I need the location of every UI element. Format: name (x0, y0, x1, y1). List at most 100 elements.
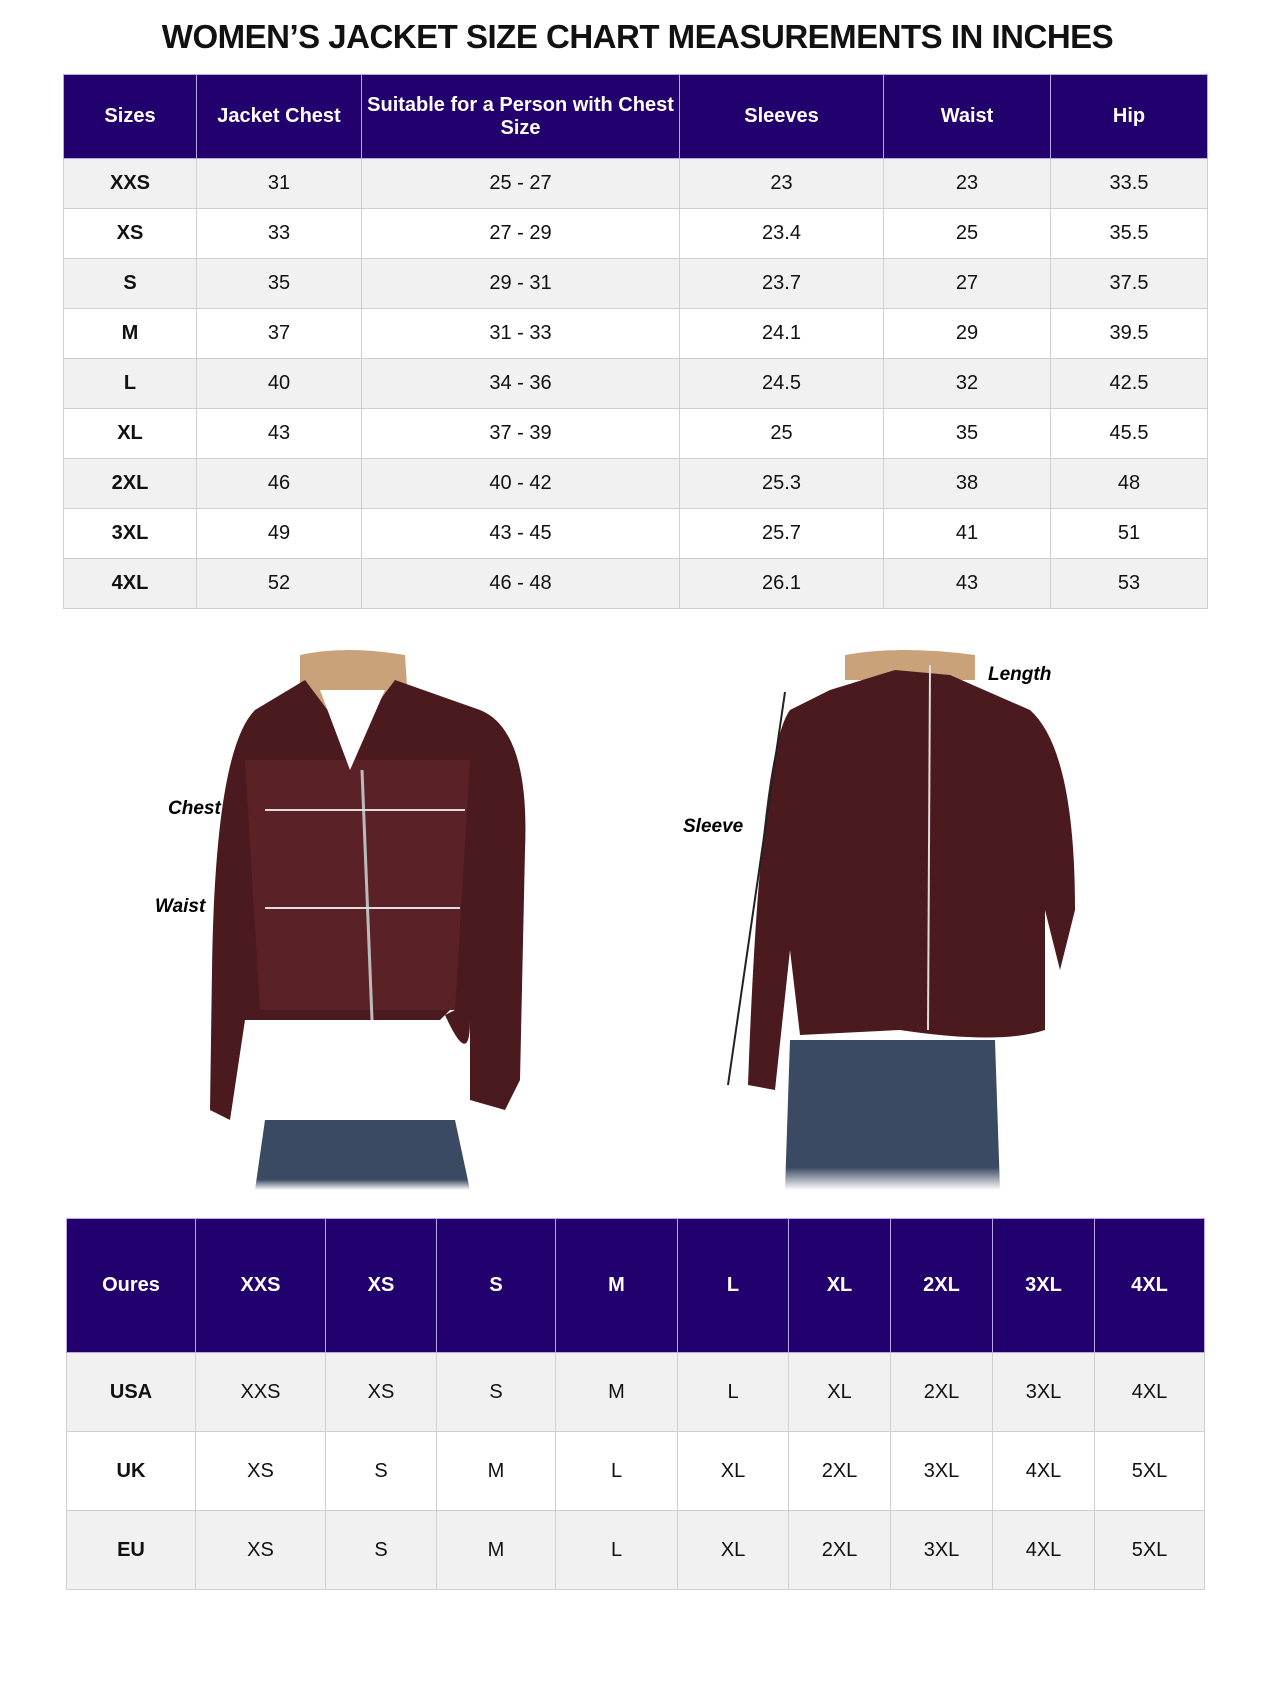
table-cell: 4XL (992, 1431, 1095, 1511)
table-cell: 25 (679, 408, 884, 459)
table-cell: M (436, 1510, 556, 1590)
table-cell: 3XL (992, 1352, 1095, 1432)
table-cell: 46 - 48 (361, 558, 680, 609)
table-cell: 34 - 36 (361, 358, 680, 409)
table-cell: 5XL (1094, 1510, 1205, 1590)
table-cell: 49 (196, 508, 362, 559)
table-cell: 3XL (890, 1431, 993, 1511)
table-cell: 32 (883, 358, 1051, 409)
table-row: S 35 29 - 31 23.7 27 37.5 (63, 258, 1208, 309)
row-label: 3XL (63, 508, 197, 559)
table-cell: 31 (196, 158, 362, 209)
row-label: M (63, 308, 197, 359)
column-header: Oures (66, 1218, 196, 1353)
table-cell: 2XL (788, 1431, 891, 1511)
table-cell: S (436, 1352, 556, 1432)
column-header: L (677, 1218, 789, 1353)
table-row: USA XXS XS S M L XL 2XL 3XL 4XL (66, 1352, 1205, 1432)
table-header-row: Sizes Jacket Chest Suitable for a Person w… (63, 74, 1208, 159)
column-header: Sizes (63, 74, 197, 159)
table-cell: 43 (883, 558, 1051, 609)
table-cell: 41 (883, 508, 1051, 559)
table-row: XXS 31 25 - 27 23 23 33.5 (63, 158, 1208, 209)
column-header: Suitable for a Person with Chest Size (361, 74, 680, 159)
table-cell: 5XL (1094, 1431, 1205, 1511)
table-cell: 27 (883, 258, 1051, 309)
table-cell: 33 (196, 208, 362, 259)
table-cell: 25.3 (679, 458, 884, 509)
table-cell: S (325, 1431, 437, 1511)
front-jacket-image (210, 650, 526, 1190)
table-cell: 35 (196, 258, 362, 309)
column-header: S (436, 1218, 556, 1353)
table-cell: 33.5 (1050, 158, 1208, 209)
back-jacket-image (748, 650, 1075, 1190)
table-cell: M (436, 1431, 556, 1511)
row-label: L (63, 358, 197, 409)
table-cell: L (555, 1431, 678, 1511)
table-cell: 35.5 (1050, 208, 1208, 259)
table-cell: L (677, 1352, 789, 1432)
table-cell: S (325, 1510, 437, 1590)
table-cell: 23 (679, 158, 884, 209)
table-cell: 35 (883, 408, 1051, 459)
jacket-photos: Chest Waist Length Sleeve (0, 650, 1275, 1195)
table-cell: 29 (883, 308, 1051, 359)
table-cell: 23.4 (679, 208, 884, 259)
column-header: M (555, 1218, 678, 1353)
table-cell: 25 - 27 (361, 158, 680, 209)
table-cell: XS (195, 1431, 326, 1511)
table-cell: 29 - 31 (361, 258, 680, 309)
measurements-table: Sizes Jacket Chest Suitable for a Person w… (63, 74, 1208, 609)
table-cell: 40 - 42 (361, 458, 680, 509)
table-header-row: Oures XXS XS S M L XL 2XL 3XL 4XL (66, 1218, 1205, 1353)
row-label: 2XL (63, 458, 197, 509)
table-cell: 39.5 (1050, 308, 1208, 359)
table-cell: 37.5 (1050, 258, 1208, 309)
table-row: UK XS S M L XL 2XL 3XL 4XL 5XL (66, 1431, 1205, 1511)
table-cell: 37 (196, 308, 362, 359)
table-cell: 43 - 45 (361, 508, 680, 559)
table-cell: 42.5 (1050, 358, 1208, 409)
table-cell: L (555, 1510, 678, 1590)
table-cell: 23 (883, 158, 1051, 209)
table-cell: XS (325, 1352, 437, 1432)
table-row: 2XL 46 40 - 42 25.3 38 48 (63, 458, 1208, 509)
column-header: Jacket Chest (196, 74, 362, 159)
table-cell: 51 (1050, 508, 1208, 559)
table-cell: 25 (883, 208, 1051, 259)
row-label: EU (66, 1510, 196, 1590)
table-cell: 25.7 (679, 508, 884, 559)
column-header: Hip (1050, 74, 1208, 159)
table-row: EU XS S M L XL 2XL 3XL 4XL 5XL (66, 1510, 1205, 1590)
table-cell: 48 (1050, 458, 1208, 509)
column-header: XL (788, 1218, 891, 1353)
table-cell: XL (677, 1431, 789, 1511)
table-cell: 26.1 (679, 558, 884, 609)
row-label: USA (66, 1352, 196, 1432)
table-cell: 23.7 (679, 258, 884, 309)
column-header: XXS (195, 1218, 326, 1353)
row-label: S (63, 258, 197, 309)
column-header: XS (325, 1218, 437, 1353)
table-cell: 31 - 33 (361, 308, 680, 359)
table-cell: XS (195, 1510, 326, 1590)
table-cell: XL (677, 1510, 789, 1590)
table-cell: 37 - 39 (361, 408, 680, 459)
column-header: 3XL (992, 1218, 1095, 1353)
row-label: XXS (63, 158, 197, 209)
length-label: Length (988, 664, 1051, 685)
table-cell: 24.1 (679, 308, 884, 359)
row-label: XS (63, 208, 197, 259)
table-cell: 52 (196, 558, 362, 609)
table-row: 4XL 52 46 - 48 26.1 43 53 (63, 558, 1208, 609)
table-cell: 38 (883, 458, 1051, 509)
row-label: 4XL (63, 558, 197, 609)
table-cell: 27 - 29 (361, 208, 680, 259)
size-conversion-table: Oures XXS XS S M L XL 2XL 3XL 4XL USA XXS XS S M L XL 2X… (66, 1218, 1205, 1590)
page-title: WOMEN’S JACKET SIZE CHART MEASUREMENTS I… (161, 18, 1114, 55)
table-cell: 45.5 (1050, 408, 1208, 459)
table-cell: 24.5 (679, 358, 884, 409)
row-label: XL (63, 408, 197, 459)
table-cell: 40 (196, 358, 362, 409)
